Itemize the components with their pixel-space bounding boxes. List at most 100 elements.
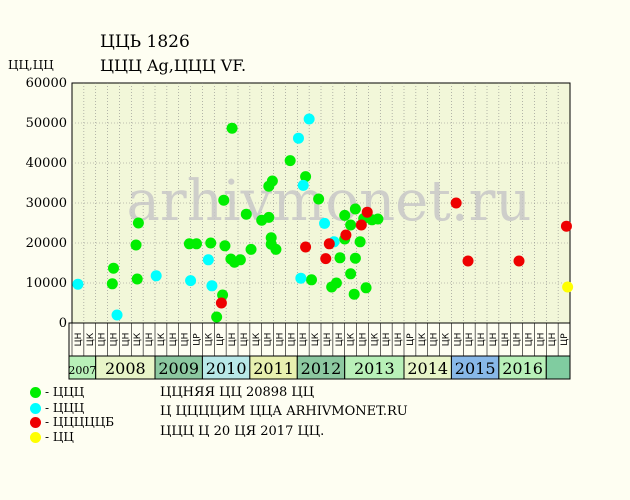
year-label: 2010 xyxy=(206,359,247,378)
y-tick-label: 50000 xyxy=(26,116,67,131)
data-point xyxy=(106,278,118,290)
data-point xyxy=(300,171,312,183)
data-point xyxy=(245,243,257,255)
year-cell xyxy=(545,355,571,380)
data-point xyxy=(360,282,372,294)
year-label: 2012 xyxy=(301,359,342,378)
year-label: 2011 xyxy=(253,359,294,378)
data-point xyxy=(560,220,572,232)
data-point xyxy=(295,272,307,284)
slot-label: ЦН xyxy=(525,333,535,347)
data-point xyxy=(562,281,574,293)
slot-label: ЦН xyxy=(323,333,333,347)
year-label: 2013 xyxy=(354,359,395,378)
data-point xyxy=(219,240,231,252)
legend-label-yellow: - ЦЦ xyxy=(45,430,74,444)
data-point xyxy=(340,229,352,241)
year-label: 2014 xyxy=(407,359,448,378)
data-point xyxy=(319,217,331,229)
data-point xyxy=(339,209,351,221)
slot-label: ЦК xyxy=(157,332,167,346)
slot-label: ЦН xyxy=(74,333,84,347)
data-point xyxy=(334,252,346,264)
slot-label: ЦН xyxy=(181,333,191,347)
data-point xyxy=(320,253,332,265)
slot-label: ЦН xyxy=(382,333,392,347)
data-point xyxy=(462,255,474,267)
data-point xyxy=(300,241,312,253)
y-axis-unit: ЦЦ,ЦЦ xyxy=(8,58,54,72)
slot-label: ЦН xyxy=(453,333,463,347)
data-point xyxy=(215,297,227,309)
data-point xyxy=(130,239,142,251)
data-point xyxy=(211,311,223,323)
slot-label: ЦК xyxy=(86,332,96,346)
data-point xyxy=(185,275,197,287)
data-point xyxy=(218,194,230,206)
slot-label: ЦР xyxy=(216,333,226,346)
data-point xyxy=(206,280,218,292)
slot-label: ЦН xyxy=(299,333,309,347)
slot-label: ЦН xyxy=(394,333,404,347)
slot-label: ЦК xyxy=(370,332,380,346)
y-tick-label: 20000 xyxy=(26,236,67,251)
data-point xyxy=(345,219,357,231)
slot-label: ЦН xyxy=(228,333,238,347)
data-point xyxy=(349,203,361,215)
data-point xyxy=(240,208,252,220)
slot-label: ЦН xyxy=(121,333,131,347)
info-line-source: Ц ЦЦЦЦИМ ЦЦА ARHIVMONET.RU xyxy=(160,404,408,419)
slot-label: ЦК xyxy=(347,332,357,346)
slot-label: ЦР xyxy=(406,333,416,346)
slot-label: ЦН xyxy=(240,333,250,347)
slot-label: ЦР xyxy=(560,333,570,346)
data-point xyxy=(313,193,325,205)
data-point xyxy=(355,219,367,231)
slot-label-band xyxy=(68,322,571,357)
y-tick-label: 40000 xyxy=(26,156,67,171)
data-point xyxy=(108,262,119,274)
year-label: 2007 xyxy=(68,364,96,377)
data-point xyxy=(266,175,278,187)
year-label: 2016 xyxy=(502,359,543,378)
data-point xyxy=(361,206,373,218)
data-point xyxy=(323,238,335,250)
y-tick-label: 60000 xyxy=(26,76,67,91)
data-point xyxy=(513,255,525,267)
legend-swatch-green xyxy=(30,387,41,398)
data-point xyxy=(450,197,462,209)
data-point xyxy=(150,270,162,282)
data-point xyxy=(111,309,123,321)
info-line-date: ЦЦЦ Ц 20 ЦЯ 2017 ЦЦ. xyxy=(160,424,325,439)
data-point xyxy=(297,179,309,191)
slot-label: ЦК xyxy=(133,332,143,346)
slot-label: ЦН xyxy=(335,333,345,347)
year-label: 2015 xyxy=(455,359,496,378)
data-point xyxy=(292,132,304,144)
slot-label: ЦК xyxy=(311,332,321,346)
slot-label: ЦК xyxy=(442,332,452,346)
data-point xyxy=(284,155,296,167)
legend-swatch-yellow xyxy=(30,432,41,443)
y-tick-label: 10000 xyxy=(26,276,67,291)
legend-label-cyan: - ЦЦЦ xyxy=(45,401,85,415)
slot-label: ЦН xyxy=(276,333,286,347)
year-label: 2009 xyxy=(158,359,199,378)
slot-label: ЦН xyxy=(430,333,440,347)
slot-label: ЦК xyxy=(252,332,262,346)
data-point xyxy=(303,113,315,125)
data-point xyxy=(348,288,360,300)
data-point xyxy=(330,277,342,289)
data-point xyxy=(234,254,246,266)
info-line-price: ЦЦНЯЯ ЦЦ 20898 ЦЦ xyxy=(160,385,315,400)
y-tick-label: 0 xyxy=(59,316,67,331)
y-tick-label: 30000 xyxy=(26,196,67,211)
legend-swatch-red xyxy=(30,417,41,428)
slot-label: ЦН xyxy=(548,333,558,347)
data-point xyxy=(306,274,318,286)
slot-label: ЦН xyxy=(264,333,274,347)
data-point xyxy=(205,237,217,249)
data-point xyxy=(263,211,275,223)
year-label: 2008 xyxy=(105,359,146,378)
